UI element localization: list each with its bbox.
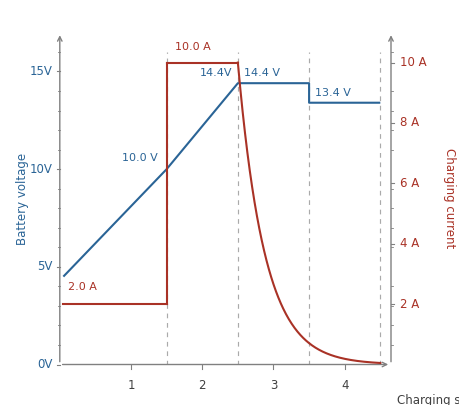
Text: 2 A: 2 A xyxy=(399,298,418,311)
Text: 4: 4 xyxy=(340,379,348,392)
Text: 8 A: 8 A xyxy=(399,117,418,130)
Text: 15V: 15V xyxy=(30,65,53,78)
Text: 3: 3 xyxy=(269,379,277,392)
Text: 2.0 A: 2.0 A xyxy=(68,282,97,292)
Text: Battery voltage: Battery voltage xyxy=(16,152,29,245)
Text: 4 A: 4 A xyxy=(399,237,418,250)
Text: Charging current: Charging current xyxy=(442,148,455,249)
Text: 1: 1 xyxy=(127,379,134,392)
Text: 10.0 A: 10.0 A xyxy=(175,42,211,52)
Text: 10.0 V: 10.0 V xyxy=(122,153,158,163)
Text: 10V: 10V xyxy=(30,163,53,176)
Text: 13.4 V: 13.4 V xyxy=(314,88,350,98)
Text: 5V: 5V xyxy=(37,260,53,273)
Text: 14.4 V: 14.4 V xyxy=(243,68,279,78)
Text: 0V: 0V xyxy=(37,358,53,371)
Text: 6 A: 6 A xyxy=(399,177,418,190)
Text: 14.4V: 14.4V xyxy=(199,68,232,78)
Text: Charging step: Charging step xyxy=(396,394,459,405)
Text: 10 A: 10 A xyxy=(399,56,425,69)
Text: 2: 2 xyxy=(198,379,206,392)
